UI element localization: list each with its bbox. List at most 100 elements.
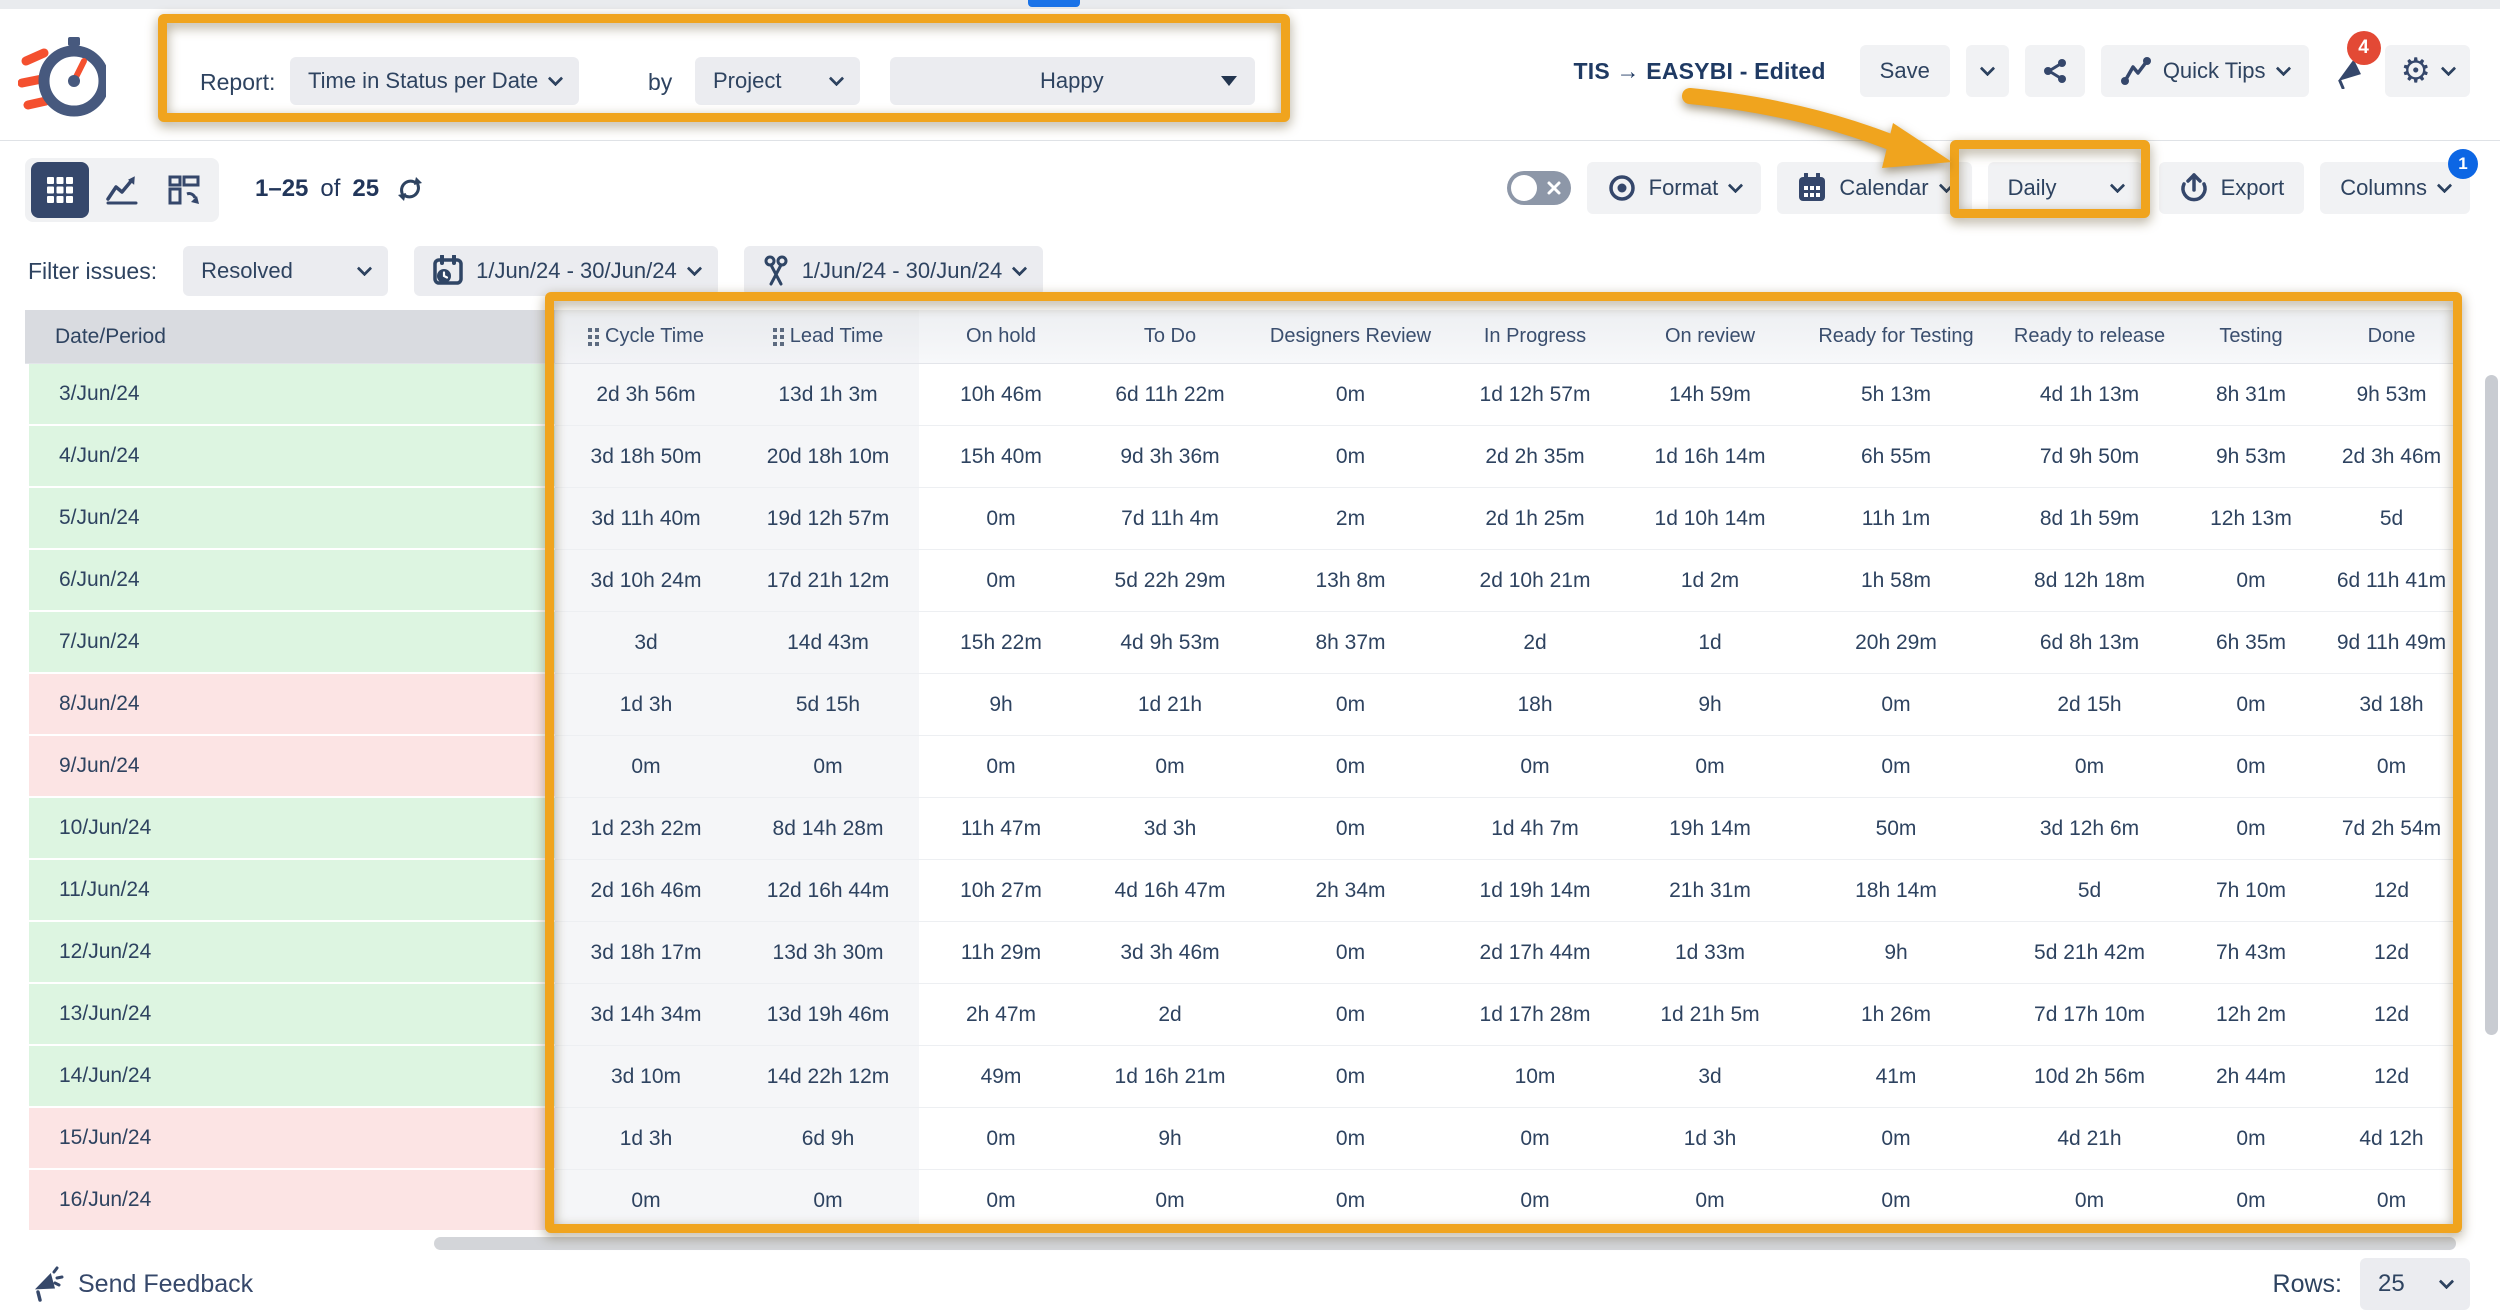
send-feedback-button[interactable]: Send Feedback [30, 1266, 253, 1302]
column-header-label: Testing [2219, 325, 2283, 347]
column-header-label: Cycle Time [605, 325, 704, 347]
value-cell: 0m [1257, 1108, 1444, 1170]
value-cell: 1h 26m [1794, 984, 1998, 1046]
chevron-down-icon [2436, 177, 2453, 193]
value-cell: 10h 27m [919, 860, 1083, 922]
pivot-table-icon [168, 175, 200, 205]
triangle-down-icon [1221, 76, 1237, 86]
value-cell: 7h 10m [2181, 860, 2321, 922]
value-cell: 0m [1257, 922, 1444, 984]
date-range-value: 1/Jun/24 - 30/Jun/24 [476, 258, 677, 283]
chevron-down-icon [2440, 60, 2457, 76]
status-filter-dropdown[interactable]: Resolved [183, 246, 389, 296]
export-button[interactable]: Export [2158, 162, 2305, 214]
date-cell: 4/Jun/24 [25, 426, 555, 488]
vertical-scrollbar[interactable] [2485, 375, 2498, 1035]
value-cell: 1d 10h 14m [1626, 488, 1794, 550]
quick-tips-button[interactable]: Quick Tips [2100, 45, 2309, 97]
save-options-button[interactable] [1965, 45, 2009, 97]
date-cell: 6/Jun/24 [25, 550, 555, 612]
date-cell: 10/Jun/24 [25, 798, 555, 860]
chevron-down-icon [1979, 60, 1996, 76]
pivot-view-button[interactable] [155, 162, 213, 218]
app-header: Report: Time in Status per Date by Proje… [0, 9, 2500, 140]
date-cell: 5/Jun/24 [25, 488, 555, 550]
date-period-header[interactable]: Date/Period [25, 310, 555, 364]
settings-button[interactable]: ⚙ [2384, 45, 2470, 97]
value-cell: 3d 18h 50m [555, 426, 737, 488]
value-cell: 0m [1444, 1170, 1626, 1232]
value-cell: 1d 19h 14m [1444, 860, 1626, 922]
column-header[interactable]: On hold [919, 310, 1083, 364]
column-header-label: Lead Time [789, 325, 884, 347]
grid-view-icon [47, 177, 73, 203]
value-cell: 6h 55m [1794, 426, 1998, 488]
drag-handle-icon[interactable] [772, 327, 784, 346]
column-header[interactable]: Lead Time [737, 310, 919, 364]
value-cell: 6d 8h 13m [1998, 612, 2181, 674]
chart-view-button[interactable] [93, 162, 151, 218]
value-cell: 6d 11h 41m [2321, 550, 2462, 612]
rows-per-page-dropdown[interactable]: 25 [2360, 1258, 2470, 1310]
line-chart-icon [106, 176, 138, 205]
table-row: 9/Jun/24 0m 0m 0m 0m 0m 0m 0m 0m 0m 0m 0m [25, 736, 2462, 798]
report-title: TIS → EASYBI - Edited [1573, 57, 1826, 84]
value-cell: 0m [1626, 1170, 1794, 1232]
drag-handle-icon[interactable] [588, 327, 599, 346]
date-cell: 11/Jun/24 [25, 860, 555, 922]
value-cell: 19h 14m [1626, 798, 1794, 860]
column-header[interactable]: Designers Review [1257, 310, 1444, 364]
period-dropdown[interactable]: Daily [1987, 162, 2143, 214]
value-cell: 11h 47m [919, 798, 1083, 860]
value-cell: 2d 10h 21m [1444, 550, 1626, 612]
column-header[interactable]: Cycle Time [555, 310, 737, 364]
columns-button[interactable]: Columns 1 [2320, 149, 2478, 214]
whats-new-bell-button[interactable]: 4 [2325, 31, 2381, 97]
value-cell: 6h 35m [2181, 612, 2321, 674]
value-cell: 3d 12h 6m [1998, 798, 2181, 860]
columns-badge: 1 [2448, 149, 2478, 179]
share-button[interactable] [2024, 45, 2085, 97]
trim-range-dropdown[interactable]: 1/Jun/24 - 30/Jun/24 [743, 246, 1044, 296]
column-header[interactable]: Done [2321, 310, 2462, 364]
value-cell: 6d 9h [737, 1108, 919, 1170]
filter-row: Filter issues: Resolved 1/Jun/24 - 30/Ju… [0, 236, 2500, 306]
group-by-dropdown[interactable]: Project [695, 57, 860, 105]
chevron-down-icon [2109, 177, 2125, 193]
value-cell: 2d 17h 44m [1444, 922, 1626, 984]
project-dropdown[interactable]: Happy [890, 57, 1255, 105]
date-range-dropdown[interactable]: 1/Jun/24 - 30/Jun/24 [414, 246, 718, 296]
value-cell: 0m [1257, 984, 1444, 1046]
browser-tab-indicator [1028, 0, 1080, 7]
table-row: 5/Jun/24 3d 11h 40m 19d 12h 57m 0m 7d 11h 4m… [25, 488, 2462, 550]
refresh-icon[interactable] [395, 174, 425, 204]
column-header[interactable]: Testing [2181, 310, 2321, 364]
value-cell: 1d 3h [555, 1108, 737, 1170]
horizontal-scrollbar[interactable] [434, 1237, 2456, 1250]
value-cell: 14d 22h 12m [737, 1046, 919, 1108]
column-header-label: Ready to release [2013, 325, 2166, 347]
grid-view-button[interactable] [31, 162, 89, 218]
calendar-button[interactable]: Calendar [1777, 162, 1972, 214]
value-cell: 3d 3h [1083, 798, 1257, 860]
column-header[interactable]: In Progress [1444, 310, 1626, 364]
value-cell: 0m [2181, 1170, 2321, 1232]
format-button[interactable]: Format [1586, 162, 1762, 214]
value-cell: 8d 1h 59m [1998, 488, 2181, 550]
column-header[interactable]: On review [1626, 310, 1794, 364]
value-cell: 2d 3h 56m [555, 364, 737, 426]
chevron-down-icon [548, 70, 564, 86]
column-header[interactable]: Ready for Testing [1794, 310, 1998, 364]
column-header[interactable]: Ready to release [1998, 310, 2181, 364]
value-cell: 0m [1794, 1170, 1998, 1232]
save-button[interactable]: Save [1859, 45, 1950, 97]
value-cell: 0m [919, 736, 1083, 798]
value-cell: 7d 9h 50m [1998, 426, 2181, 488]
column-header[interactable]: To Do [1083, 310, 1257, 364]
value-cell: 8h 37m [1257, 612, 1444, 674]
value-cell: 15h 40m [919, 426, 1083, 488]
value-cell: 0m [919, 1108, 1083, 1170]
report-type-dropdown[interactable]: Time in Status per Date [290, 57, 580, 105]
compact-toggle[interactable] [1506, 171, 1571, 205]
group-by-value: Project [713, 68, 782, 93]
